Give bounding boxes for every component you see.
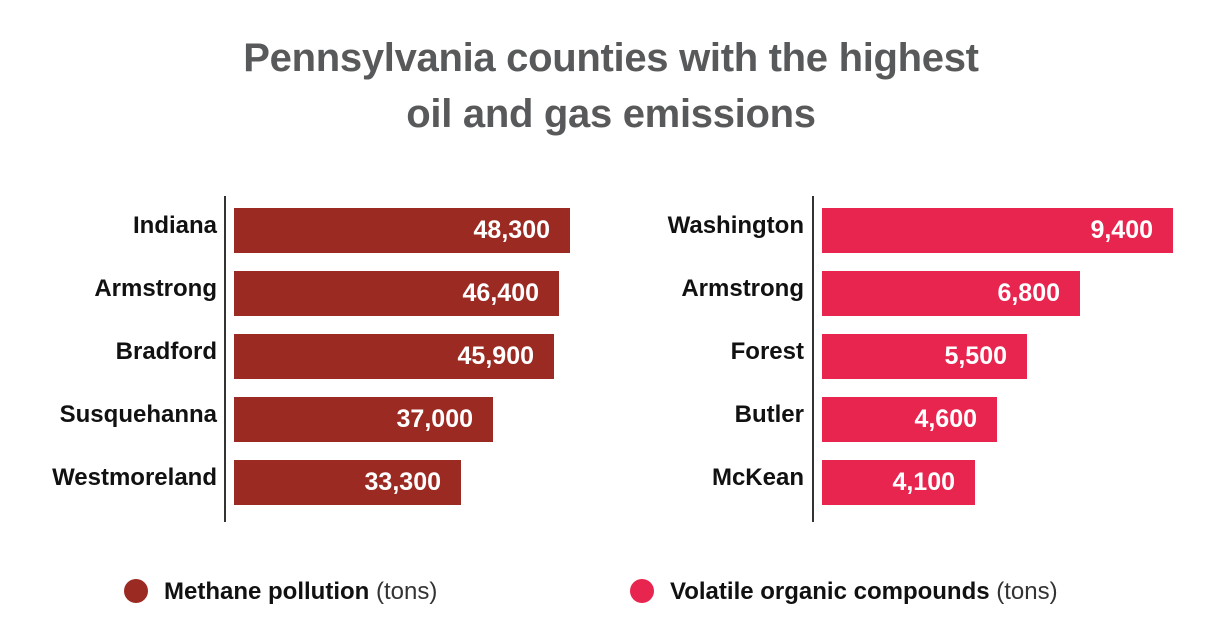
methane-category-label: Indiana [132,212,217,239]
methane-bar-value: 46,400 [462,279,539,307]
voc-legend-dot-icon [630,578,654,603]
voc-category-label: Forest [730,338,804,365]
methane-bar: 37,000 [234,397,493,442]
methane-category-label: Bradford [115,338,217,365]
voc-axis-line [812,196,814,522]
voc-bar: 5,500 [822,334,1027,379]
methane-category-label: Susquehanna [59,401,217,428]
voc-bar: 4,600 [822,397,997,442]
methane-bar-value: 45,900 [457,342,534,370]
methane-category-label: Westmoreland [52,464,217,491]
voc-bar: 4,100 [822,460,975,505]
voc-category-label: McKean [711,464,804,491]
methane-bar-value: 48,300 [473,216,550,244]
voc-category-label: Armstrong [681,275,804,302]
legend-unit: (tons) [375,578,438,605]
methane-bar: 45,900 [234,334,554,379]
legend-label: Volatile organic compounds [670,578,990,605]
voc-bar-value: 4,100 [892,468,955,496]
legend-item-methane: Methane pollution (tons) [124,574,437,610]
methane-bar: 46,400 [234,271,559,316]
voc-bar-value: 4,600 [914,405,977,433]
voc-category-label: Washington [667,212,804,239]
legend-label: Methane pollution [164,578,370,605]
legend-unit: (tons) [996,578,1058,605]
methane-bar-value: 33,300 [364,468,441,496]
voc-category-label: Butler [734,401,804,428]
methane-bar: 48,300 [234,208,570,253]
methane-category-label: Armstrong [94,275,217,302]
voc-bar-value: 9,400 [1090,216,1153,244]
methane-legend-dot-icon [124,578,148,603]
chart-title: Pennsylvania counties with the highest o… [0,30,1222,142]
voc-bar-value: 5,500 [944,342,1007,370]
legend-item-voc: Volatile organic compounds (tons) [630,574,1058,610]
voc-bar: 6,800 [822,271,1080,316]
chart-title-line-1: Pennsylvania counties with the highest [243,36,979,80]
methane-axis-line [224,196,226,522]
voc-bar-value: 6,800 [997,279,1060,307]
methane-bar-value: 37,000 [396,405,473,433]
chart-title-line-2: oil and gas emissions [406,92,816,136]
methane-bar: 33,300 [234,460,461,505]
voc-bar: 9,400 [822,208,1173,253]
